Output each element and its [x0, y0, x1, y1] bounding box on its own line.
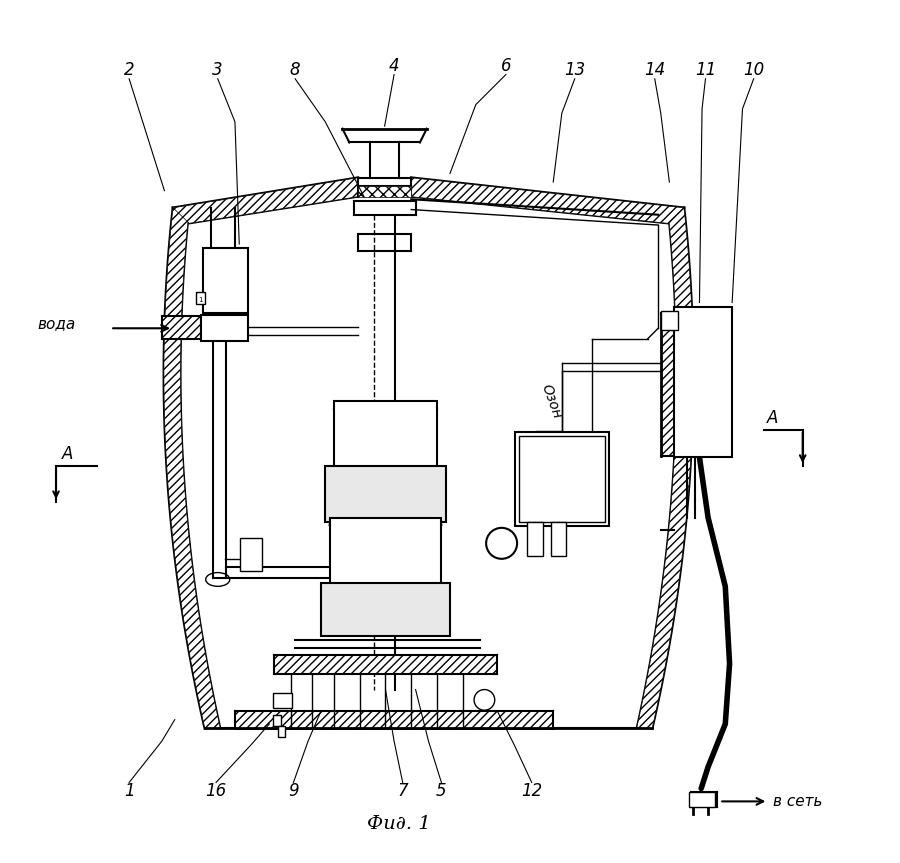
Polygon shape: [162, 316, 201, 338]
Text: 4: 4: [389, 57, 400, 75]
Text: 3: 3: [212, 61, 223, 79]
Text: 14: 14: [644, 61, 665, 79]
Text: Фи∂. 1: Фи∂. 1: [366, 815, 430, 833]
Text: 10: 10: [743, 61, 764, 79]
Polygon shape: [173, 178, 358, 224]
Text: А: А: [61, 445, 73, 463]
Bar: [273, 715, 282, 726]
Bar: [329, 518, 441, 586]
Bar: [551, 522, 566, 557]
Bar: [240, 539, 262, 570]
Text: 13: 13: [564, 61, 585, 79]
Bar: [518, 436, 605, 522]
Text: 5: 5: [436, 782, 446, 800]
Text: Озон: Озон: [539, 382, 564, 420]
Bar: [196, 293, 205, 304]
Bar: [325, 466, 446, 522]
Text: 8: 8: [290, 61, 301, 79]
Bar: [273, 693, 292, 709]
Bar: [689, 792, 715, 808]
Text: 6: 6: [500, 57, 511, 75]
Text: вода: вода: [37, 317, 76, 331]
Text: 9: 9: [288, 782, 299, 800]
Text: 1: 1: [198, 297, 202, 303]
Polygon shape: [164, 208, 220, 728]
Bar: [527, 522, 543, 557]
Text: в сеть: в сеть: [772, 794, 822, 809]
Polygon shape: [411, 178, 684, 224]
Text: 16: 16: [205, 782, 227, 800]
Text: 1: 1: [124, 782, 134, 800]
Bar: [278, 726, 284, 737]
Polygon shape: [274, 655, 498, 674]
Polygon shape: [235, 711, 554, 728]
Circle shape: [493, 535, 510, 552]
Bar: [321, 583, 450, 636]
Text: 12: 12: [521, 782, 543, 800]
Polygon shape: [661, 312, 675, 456]
Bar: [661, 311, 678, 330]
Bar: [674, 306, 733, 457]
Bar: [515, 432, 609, 526]
Bar: [201, 315, 248, 341]
Text: 2: 2: [124, 61, 134, 79]
Polygon shape: [358, 186, 411, 197]
Polygon shape: [636, 208, 693, 728]
Bar: [203, 249, 248, 312]
Text: 11: 11: [695, 61, 716, 79]
Bar: [334, 401, 437, 470]
Text: А: А: [767, 409, 778, 427]
Text: 7: 7: [398, 782, 408, 800]
